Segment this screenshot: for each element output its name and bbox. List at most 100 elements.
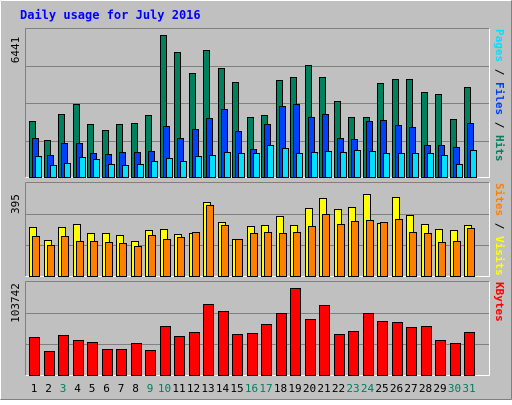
bar-sites-day-25 xyxy=(380,222,388,277)
bar-pages-day-23 xyxy=(354,150,361,178)
bar-kbytes-day-26 xyxy=(392,322,403,376)
bar-sites-day-20 xyxy=(308,226,316,277)
bar-pages-day-12 xyxy=(195,156,202,178)
legend-part-2: Files xyxy=(493,82,506,115)
bar-kbytes-day-1 xyxy=(29,337,40,376)
bar-kbytes-day-13 xyxy=(203,304,214,376)
bar-kbytes-day-29 xyxy=(435,340,446,376)
bar-kbytes-day-25 xyxy=(377,321,388,376)
bar-pages-day-7 xyxy=(122,165,129,178)
bar-sites-day-4 xyxy=(76,241,84,277)
bar-sites-day-17 xyxy=(264,232,272,277)
x-tick-label-27: 27 xyxy=(404,382,417,395)
bar-sites-day-9 xyxy=(148,235,156,277)
bar-sites-day-23 xyxy=(351,221,359,277)
bar-pages-day-30 xyxy=(456,164,463,178)
x-tick-label-23: 23 xyxy=(346,382,359,395)
bar-pages-day-6 xyxy=(108,164,115,178)
bar-pages-day-3 xyxy=(64,163,71,178)
bar-pages-day-5 xyxy=(93,159,100,178)
panel-visits-sites-max-label: 395 xyxy=(9,194,22,214)
legend-part-1: / xyxy=(493,216,506,236)
legend-part-0: Pages xyxy=(493,29,506,62)
legend-part-0: KBytes xyxy=(493,282,506,322)
bar-sites-day-29 xyxy=(438,242,446,277)
bar-sites-day-31 xyxy=(467,228,475,277)
x-tick-label-26: 26 xyxy=(390,382,403,395)
bar-kbytes-day-27 xyxy=(406,327,417,376)
bar-kbytes-day-30 xyxy=(450,343,461,376)
bar-pages-day-29 xyxy=(441,155,448,178)
bar-sites-day-5 xyxy=(90,241,98,277)
bar-pages-day-22 xyxy=(340,152,347,178)
bar-sites-day-19 xyxy=(293,232,301,277)
bar-sites-day-21 xyxy=(322,214,330,277)
x-tick-label-24: 24 xyxy=(361,382,375,395)
panel-hits-files-pages-max-label: 6441 xyxy=(9,37,22,64)
bar-kbytes-day-19 xyxy=(290,288,301,376)
x-tick-label-3: 3 xyxy=(60,382,67,395)
bar-kbytes-day-7 xyxy=(116,349,127,376)
bar-sites-day-26 xyxy=(395,219,403,277)
x-tick-label-5: 5 xyxy=(89,382,96,395)
x-tick-label-18: 18 xyxy=(274,382,287,395)
bar-kbytes-day-31 xyxy=(464,332,475,376)
bar-pages-day-24 xyxy=(369,151,376,178)
bar-kbytes-day-23 xyxy=(348,331,359,376)
bar-kbytes-day-14 xyxy=(218,311,229,376)
bar-pages-day-16 xyxy=(253,153,260,178)
bar-pages-day-8 xyxy=(137,164,144,178)
panel-kbytes-max-label: 103742 xyxy=(9,283,22,323)
x-tick-label-21: 21 xyxy=(317,382,330,395)
bar-pages-day-4 xyxy=(79,157,86,178)
bar-pages-day-13 xyxy=(209,155,216,178)
bar-pages-day-9 xyxy=(151,161,158,178)
bar-sites-day-30 xyxy=(453,241,461,277)
bar-kbytes-day-6 xyxy=(102,349,113,376)
x-tick-label-2: 2 xyxy=(45,382,52,395)
x-tick-label-20: 20 xyxy=(303,382,316,395)
bar-pages-day-25 xyxy=(383,153,390,178)
bar-kbytes-day-28 xyxy=(421,326,432,376)
bar-kbytes-day-15 xyxy=(232,334,243,376)
panel-kbytes-legend: KBytes xyxy=(493,282,506,322)
panel-visits-sites-legend: Sites / Visits xyxy=(493,183,506,276)
bar-pages-day-26 xyxy=(398,153,405,178)
x-tick-label-10: 10 xyxy=(158,382,171,395)
x-tick-label-31: 31 xyxy=(462,382,475,395)
bar-sites-day-7 xyxy=(119,243,127,277)
bar-pages-day-11 xyxy=(180,161,187,178)
bar-kbytes-day-4 xyxy=(73,340,84,376)
x-tick-label-6: 6 xyxy=(103,382,110,395)
bar-sites-day-6 xyxy=(105,242,113,277)
x-tick-label-17: 17 xyxy=(259,382,272,395)
bar-pages-day-31 xyxy=(470,150,477,178)
bar-kbytes-day-2 xyxy=(44,351,55,376)
bar-pages-day-15 xyxy=(238,153,245,178)
x-tick-label-22: 22 xyxy=(332,382,345,395)
x-tick-label-9: 9 xyxy=(147,382,154,395)
bar-sites-day-28 xyxy=(424,233,432,277)
bar-kbytes-day-16 xyxy=(247,333,258,376)
bar-sites-day-18 xyxy=(279,233,287,277)
bar-pages-day-14 xyxy=(224,152,231,178)
x-tick-label-25: 25 xyxy=(375,382,388,395)
bar-sites-day-22 xyxy=(337,224,345,277)
x-tick-label-15: 15 xyxy=(230,382,243,395)
x-tick-label-29: 29 xyxy=(433,382,446,395)
bar-kbytes-day-5 xyxy=(87,342,98,376)
x-tick-label-13: 13 xyxy=(201,382,214,395)
bar-sites-day-13 xyxy=(206,205,214,277)
x-tick-label-28: 28 xyxy=(419,382,432,395)
bar-sites-day-12 xyxy=(192,232,200,277)
bar-kbytes-day-21 xyxy=(319,305,330,376)
bar-sites-day-1 xyxy=(32,236,40,277)
x-tick-label-12: 12 xyxy=(187,382,200,395)
bar-pages-day-19 xyxy=(296,153,303,178)
bar-pages-day-2 xyxy=(50,165,57,178)
bar-pages-day-21 xyxy=(325,151,332,178)
bar-kbytes-day-24 xyxy=(363,313,374,376)
bar-kbytes-day-22 xyxy=(334,334,345,376)
